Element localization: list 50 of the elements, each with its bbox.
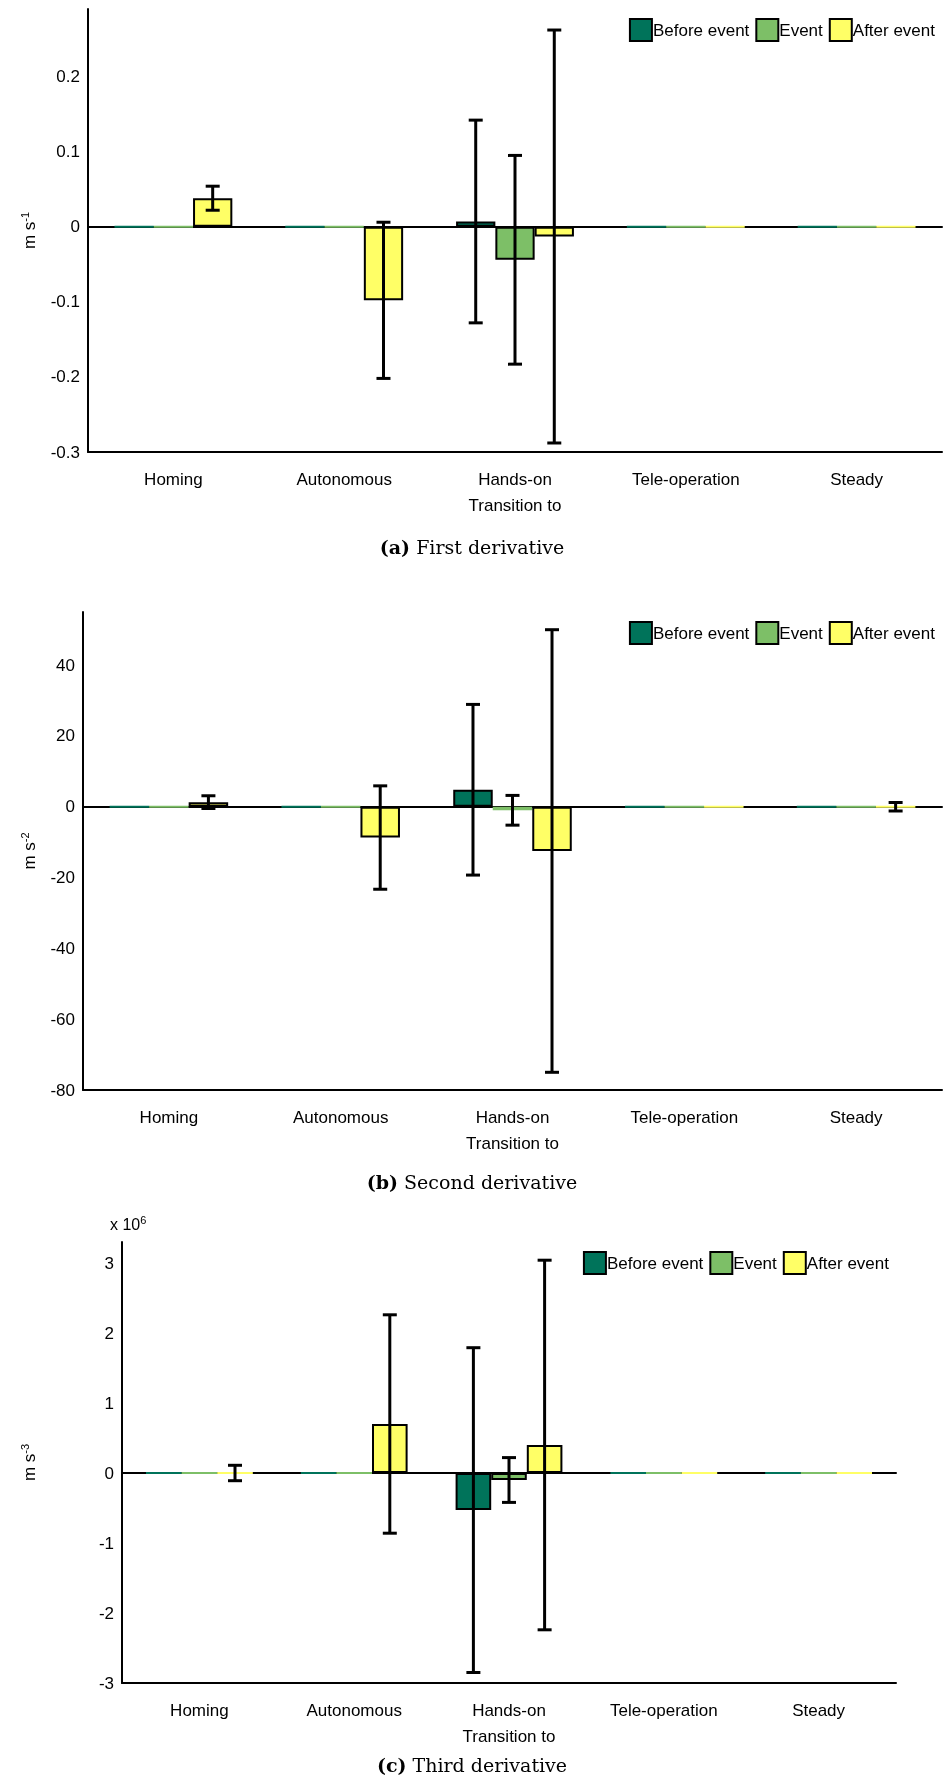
legend-label: Event: [733, 1253, 778, 1273]
x-tick-label: Homing: [139, 1107, 199, 1127]
x-tick-label: Steady: [829, 1107, 884, 1127]
legend-label: Before event: [606, 1253, 704, 1273]
y-tick-label: 0: [104, 1463, 114, 1483]
x-tick-label: Homing: [144, 469, 203, 489]
y-tick-label: 0.1: [56, 142, 80, 162]
legend-label: After event: [852, 623, 936, 643]
x-tick-label: Tele-operation: [630, 1107, 739, 1127]
y-tick-label: -1: [98, 1533, 114, 1553]
legend-label: After event: [852, 20, 936, 40]
y-tick-label: 2: [104, 1323, 114, 1343]
y-tick-label: 20: [56, 726, 75, 746]
text: (a) First derivative: [379, 535, 565, 558]
x-tick-label: Autonomous: [292, 1107, 389, 1127]
y-tick-label: -2: [98, 1603, 114, 1623]
y-tick-label: 0.2: [56, 67, 80, 87]
y-tick-label: 1: [104, 1393, 114, 1413]
x-tick-label: Autonomous: [306, 1700, 402, 1720]
y-tick-label: -60: [50, 1009, 75, 1029]
y-tick-label: -0.3: [50, 442, 80, 462]
x-tick-label: Hands-on Transition to: [466, 1107, 559, 1153]
y-axis-title: m s-2: [18, 832, 39, 870]
y-tick-label: 40: [56, 655, 75, 675]
legend-label: Before event: [652, 623, 750, 643]
y-tick-label: -40: [50, 938, 75, 958]
legend-label: Before event: [652, 20, 750, 40]
x-tick-label: Steady: [792, 1700, 846, 1720]
legend-label: After event: [806, 1253, 890, 1273]
x-tick-label: Hands-on Transition to: [462, 1700, 556, 1746]
legend-label: Event: [779, 20, 824, 40]
y-tick-label: 0: [65, 797, 75, 817]
text: (b) Second derivative: [366, 1170, 578, 1193]
y-tick-label: 3: [104, 1253, 114, 1273]
y-tick-label: -0.1: [50, 292, 80, 312]
x-tick-label: Steady: [830, 469, 884, 489]
y-tick-label: -80: [50, 1080, 75, 1100]
y-axis-title: m s-3: [18, 1443, 39, 1482]
x-tick-label: Homing: [170, 1700, 229, 1720]
x-tick-label: Tele-operation: [631, 469, 740, 489]
x-tick-label: Autonomous: [296, 469, 392, 489]
y-tick-label: 0: [70, 217, 80, 237]
y-axis-title: m s-1: [18, 211, 39, 250]
x-tick-label: Hands-on Transition to: [468, 469, 562, 515]
y-tick-label: -0.2: [50, 367, 80, 387]
y-tick-label: -3: [98, 1673, 114, 1693]
legend-label: Event: [779, 623, 824, 643]
y-tick-label: -20: [50, 868, 75, 888]
text: (c) Third derivative: [376, 1753, 568, 1776]
x-tick-label: Tele-operation: [609, 1700, 718, 1720]
